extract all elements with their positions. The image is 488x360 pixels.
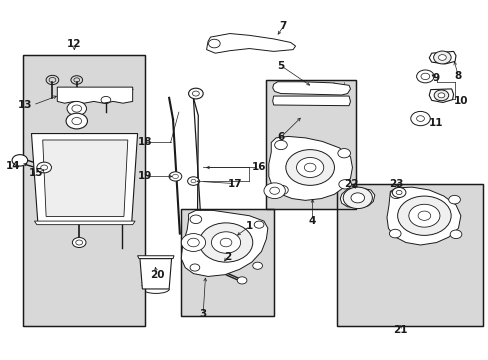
Polygon shape: [206, 33, 295, 53]
Text: 4: 4: [308, 216, 316, 226]
Polygon shape: [272, 96, 350, 106]
Text: 17: 17: [227, 179, 242, 189]
Text: 2: 2: [224, 252, 231, 262]
Circle shape: [169, 172, 182, 181]
Bar: [266, 80, 356, 208]
Polygon shape: [42, 140, 127, 216]
Circle shape: [433, 51, 450, 64]
Circle shape: [391, 188, 405, 198]
Circle shape: [190, 215, 201, 224]
Text: 10: 10: [453, 96, 467, 107]
Circle shape: [285, 150, 334, 185]
Circle shape: [338, 180, 351, 189]
Bar: [336, 184, 482, 327]
Text: 6: 6: [277, 132, 284, 142]
Circle shape: [66, 113, 87, 129]
Circle shape: [72, 238, 86, 248]
Circle shape: [222, 239, 237, 249]
Polygon shape: [428, 51, 455, 64]
Circle shape: [408, 204, 439, 227]
Text: 15: 15: [29, 168, 43, 178]
Polygon shape: [140, 258, 171, 289]
Circle shape: [254, 221, 264, 228]
Circle shape: [343, 187, 372, 208]
Circle shape: [416, 70, 433, 83]
Polygon shape: [272, 82, 350, 95]
Polygon shape: [34, 221, 135, 225]
Text: 20: 20: [149, 270, 164, 280]
Circle shape: [190, 264, 200, 271]
Circle shape: [437, 93, 444, 98]
Text: 18: 18: [137, 138, 152, 148]
Bar: [336, 184, 482, 327]
Circle shape: [337, 149, 350, 158]
Bar: [181, 208, 273, 316]
Circle shape: [208, 39, 220, 48]
Text: 22: 22: [344, 179, 358, 189]
Circle shape: [12, 155, 28, 166]
Circle shape: [37, 162, 51, 173]
Circle shape: [410, 111, 429, 126]
Circle shape: [188, 88, 203, 99]
Circle shape: [237, 277, 246, 284]
Bar: [266, 80, 356, 208]
Circle shape: [181, 234, 205, 251]
Text: 8: 8: [454, 71, 461, 81]
Circle shape: [397, 196, 450, 235]
Polygon shape: [386, 187, 460, 245]
Text: 23: 23: [388, 179, 403, 189]
Circle shape: [67, 102, 86, 116]
Polygon shape: [428, 89, 453, 103]
Text: 7: 7: [279, 21, 286, 31]
Text: 5: 5: [277, 61, 284, 71]
Bar: [23, 55, 144, 327]
Circle shape: [204, 226, 255, 263]
Polygon shape: [137, 256, 174, 258]
Text: 12: 12: [67, 39, 81, 49]
Circle shape: [252, 262, 262, 269]
Circle shape: [296, 157, 323, 177]
Text: 16: 16: [251, 162, 266, 172]
Circle shape: [214, 233, 245, 256]
Circle shape: [187, 177, 199, 185]
Circle shape: [350, 193, 364, 203]
Text: 13: 13: [18, 100, 32, 110]
Circle shape: [264, 183, 285, 199]
Text: 19: 19: [137, 171, 152, 181]
Polygon shape: [31, 134, 137, 223]
Circle shape: [433, 90, 448, 101]
Circle shape: [211, 232, 240, 253]
Circle shape: [438, 55, 446, 60]
Circle shape: [388, 229, 400, 238]
Polygon shape: [181, 210, 267, 276]
Bar: [181, 208, 273, 316]
Text: 11: 11: [428, 118, 443, 128]
Text: 3: 3: [199, 309, 206, 319]
Bar: [23, 55, 144, 327]
Text: 9: 9: [432, 73, 439, 83]
Circle shape: [449, 230, 461, 239]
Circle shape: [199, 223, 252, 262]
Polygon shape: [57, 87, 132, 103]
Circle shape: [448, 195, 459, 204]
Text: 14: 14: [6, 161, 21, 171]
Circle shape: [275, 185, 287, 195]
Circle shape: [274, 140, 287, 150]
Polygon shape: [268, 136, 352, 201]
Polygon shape: [340, 188, 374, 208]
Text: 1: 1: [245, 221, 252, 231]
Circle shape: [389, 190, 401, 199]
Text: 21: 21: [392, 325, 407, 335]
